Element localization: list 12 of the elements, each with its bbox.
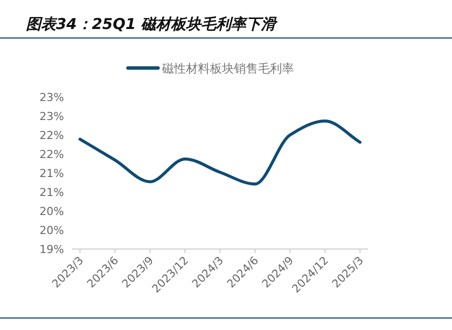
y-tick-label: 20% [40, 205, 64, 218]
y-tick-label: 22% [40, 148, 64, 161]
y-tick-label: 21% [40, 186, 64, 199]
legend-label: 磁性材料板块销售毛利率 [161, 62, 294, 76]
chart-title: 图表34：25Q1 磁材板块毛利率下滑 [26, 15, 278, 33]
y-tick-label: 20% [40, 224, 64, 237]
y-tick-label: 23% [40, 110, 64, 123]
y-tick-label: 19% [40, 243, 64, 256]
line-series [78, 119, 362, 186]
y-tick-label: 23% [40, 91, 64, 104]
y-tick-label: 22% [40, 129, 64, 142]
y-tick-label: 21% [40, 167, 64, 180]
